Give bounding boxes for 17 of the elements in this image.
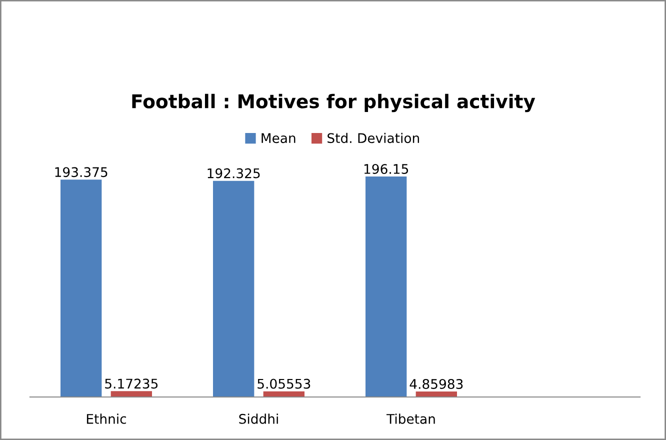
legend-label: Mean <box>262 133 296 144</box>
data-label: 192.325 <box>208 168 260 178</box>
bar <box>366 176 407 397</box>
bar <box>110 391 152 397</box>
bar <box>416 392 457 397</box>
legend-label: Std. Deviation <box>328 132 419 144</box>
bar <box>213 180 254 397</box>
chart-title: Football : Motives for physical activity <box>132 94 536 112</box>
bar <box>60 180 102 397</box>
data-label: 5.17235 <box>105 378 158 389</box>
data-label: 196.15 <box>364 164 408 174</box>
x-tick-label: Ethnic <box>86 414 126 424</box>
data-label: 5.05553 <box>258 378 310 389</box>
data-label: 4.85983 <box>410 379 463 389</box>
x-tick-label: Siddhi <box>239 414 278 424</box>
x-tick-label: Tibetan <box>386 414 435 424</box>
data-label: 193.375 <box>55 167 108 178</box>
